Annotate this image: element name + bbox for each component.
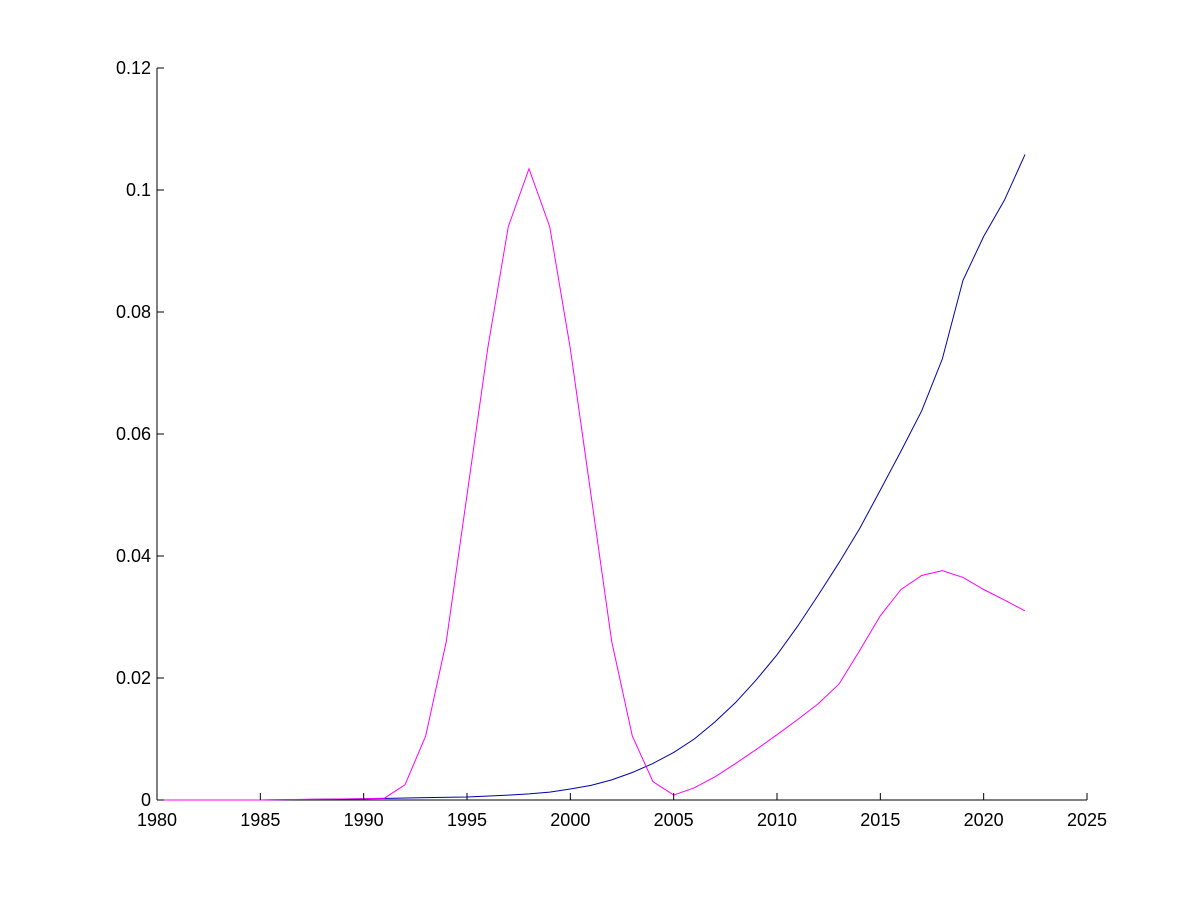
x-tick-label: 1995 [447, 810, 487, 830]
tick-layer: 1980 1985 1990 1995 2000 2005 2010 2015 2020 2025… [116, 58, 1107, 830]
y-tick-label: 0 [141, 790, 151, 810]
x-tick-label: 2000 [550, 810, 590, 830]
x-tick-label: 2005 [654, 810, 694, 830]
y-tick-label: 0.04 [116, 546, 151, 566]
series-line-2 [157, 167, 1026, 801]
series-line-1 [157, 154, 1026, 801]
x-tick-label: 2010 [757, 810, 797, 830]
x-tick-label: 1980 [137, 810, 177, 830]
y-tick-label: 0.1 [126, 180, 151, 200]
plot-area: 1980 1985 1990 1995 2000 2005 2010 2015 2020 2025… [116, 58, 1107, 830]
x-tick-label: 2020 [964, 810, 1004, 830]
y-tick-label: 0.08 [116, 302, 151, 322]
x-tick-label: 2025 [1067, 810, 1107, 830]
x-tick-label: 2015 [860, 810, 900, 830]
y-tick-label: 0.06 [116, 424, 151, 444]
x-tick-label: 1985 [240, 810, 280, 830]
series-layer [157, 154, 1026, 801]
x-tick-label: 1990 [344, 810, 384, 830]
y-tick-label: 0.02 [116, 668, 151, 688]
y-tick-label: 0.12 [116, 58, 151, 78]
